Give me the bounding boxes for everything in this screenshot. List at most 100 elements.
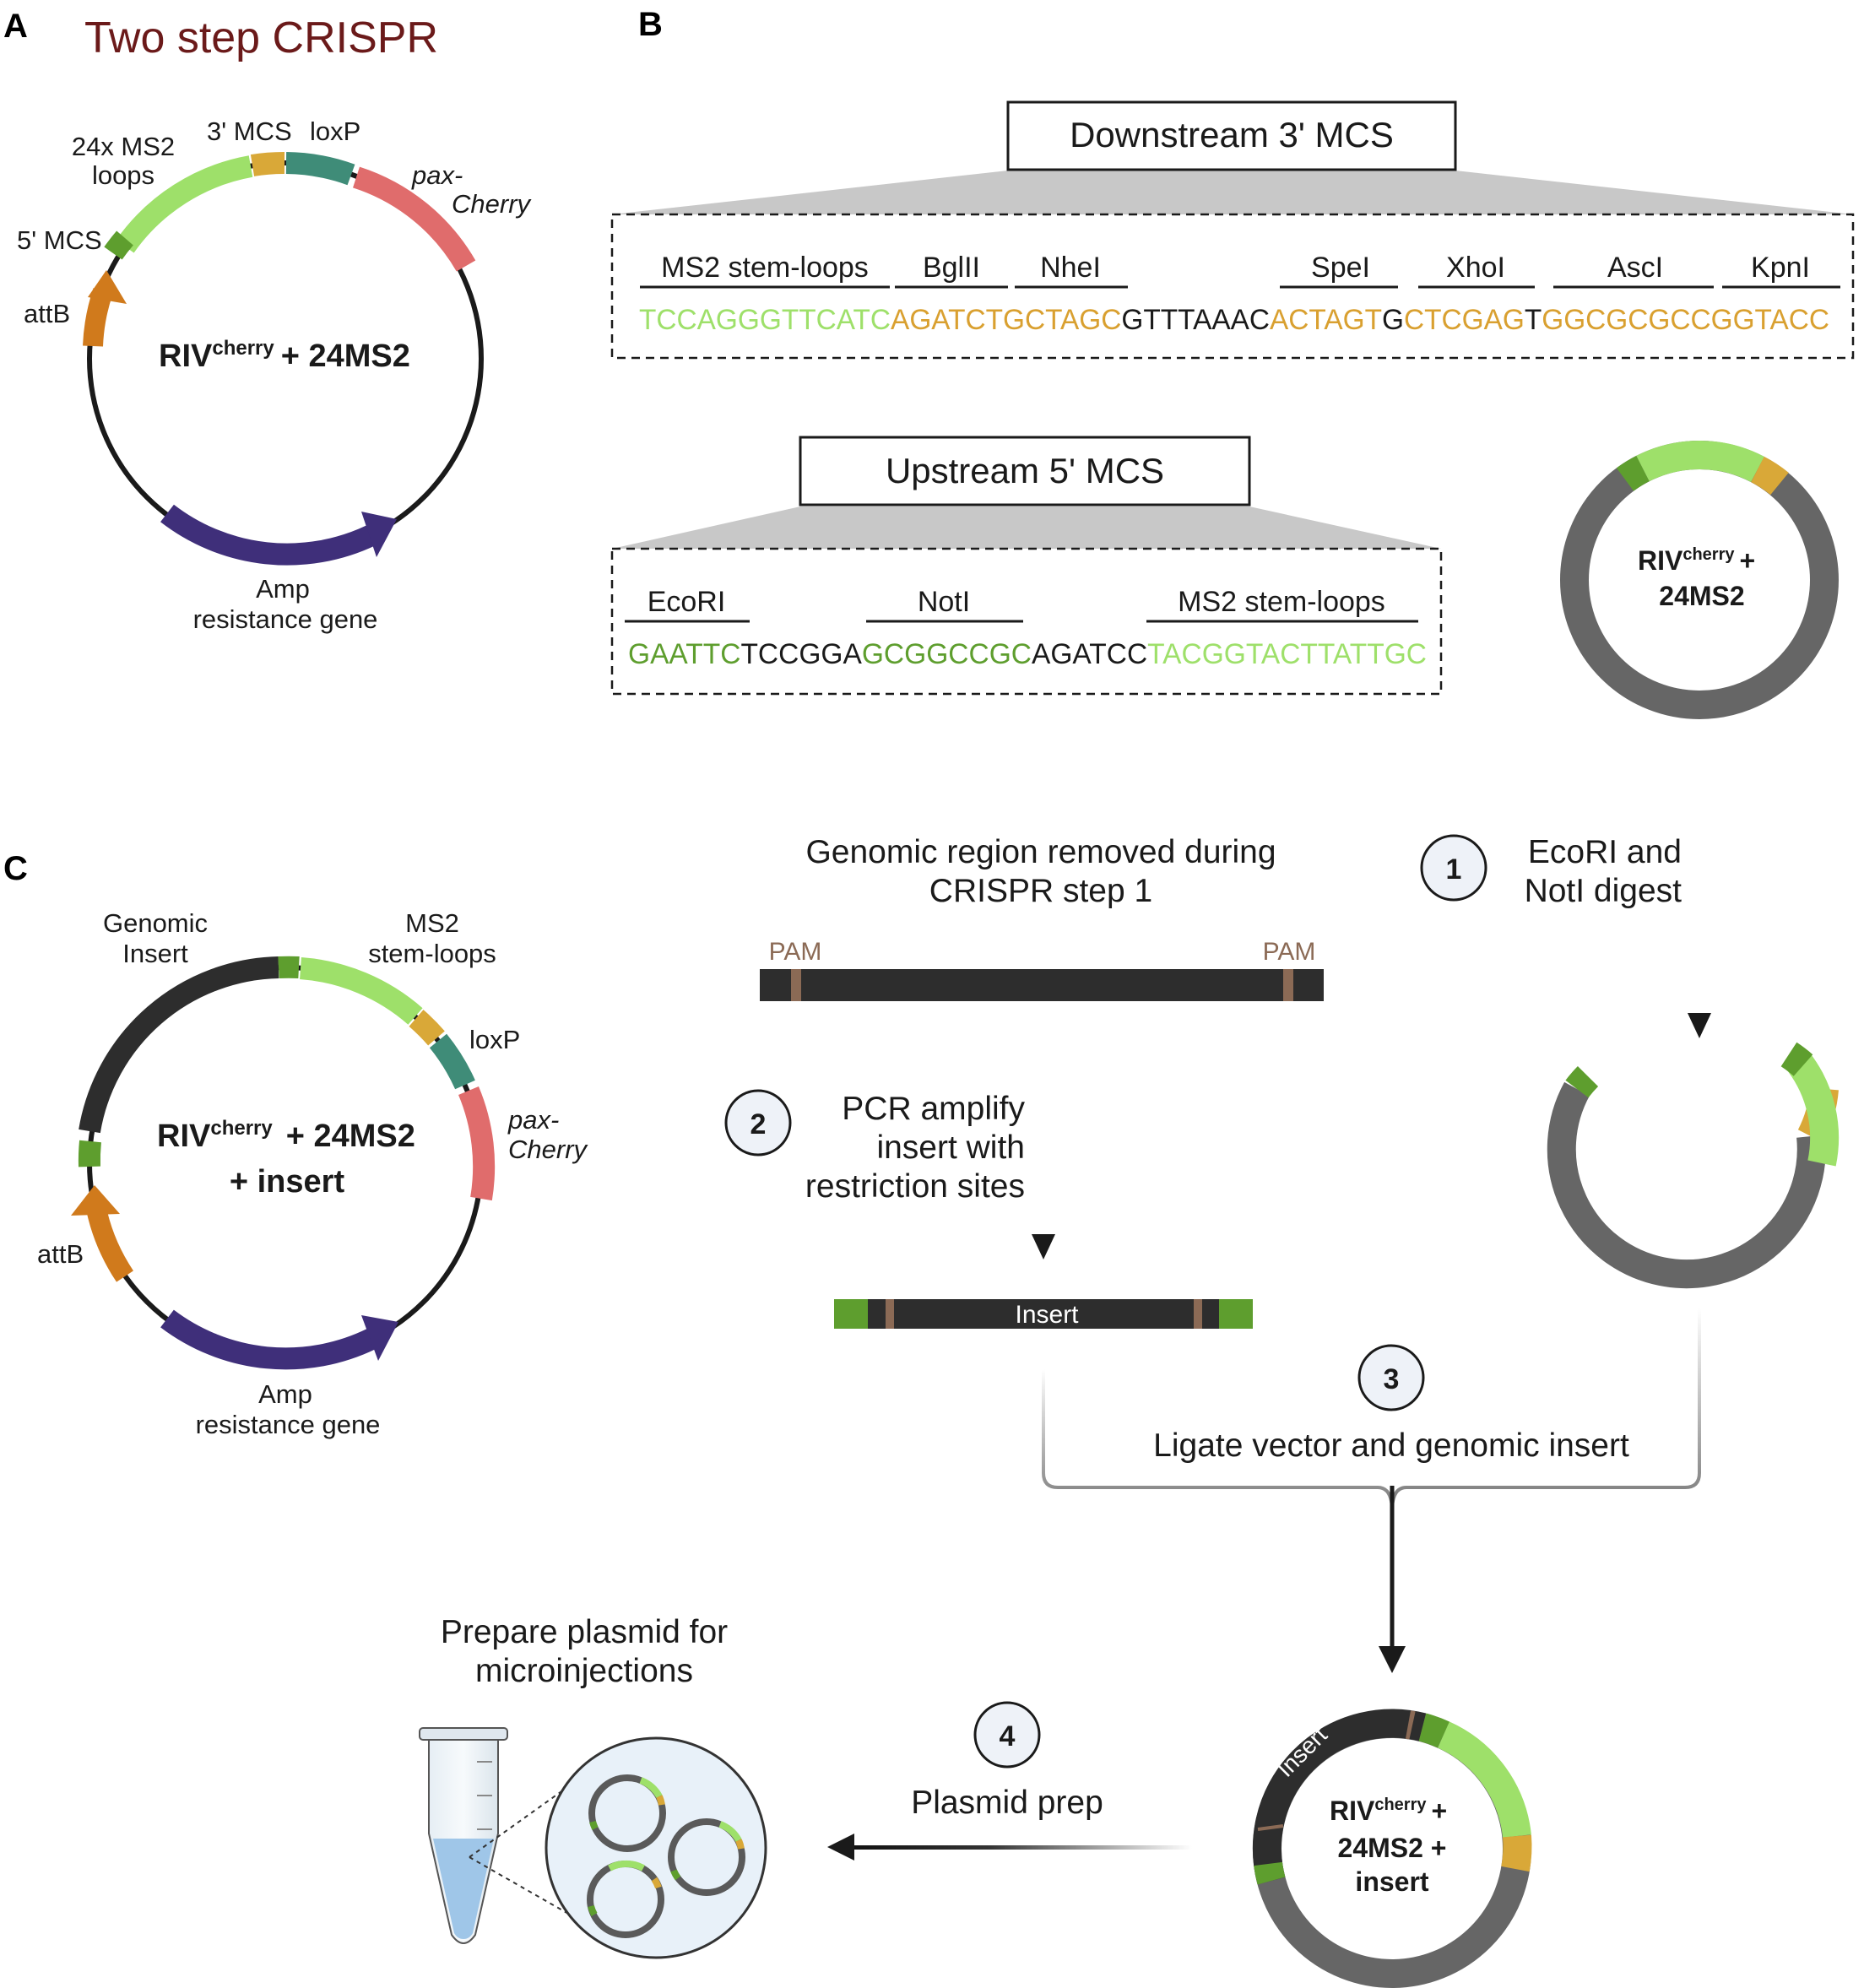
zoom-circle-background xyxy=(545,1736,767,1959)
plasmid-c-amp-label-1: Amp xyxy=(258,1379,312,1409)
final-ring-ms2 xyxy=(1437,1721,1531,1839)
figure-title: Two step CRISPR xyxy=(84,14,438,62)
plasmid-c-cherry-label: Cherry xyxy=(508,1135,589,1164)
insert-bar-body xyxy=(834,1299,1253,1329)
final-ring-name-3: insert xyxy=(1355,1866,1428,1897)
plasmid-c-loxp-label: loxP xyxy=(469,1025,520,1054)
plasmid-a-5mcs xyxy=(104,230,133,260)
mini-plasmid-3 xyxy=(587,1860,664,1938)
plasmid-a-ms2-loops xyxy=(116,155,253,253)
panel-c-label: C xyxy=(3,850,28,887)
plasmid-c-attb-label: attB xyxy=(37,1239,84,1269)
tube-cap xyxy=(419,1727,508,1741)
step4-label: Plasmid prep xyxy=(911,1785,1103,1821)
step4-number: 4 xyxy=(1000,1720,1016,1752)
plasmid-c-name-1: RIVcherry + 24MS2 xyxy=(157,1117,415,1154)
prep-label-1: Prepare plasmid for xyxy=(441,1614,728,1650)
plasmid-a-name: RIVcherry + 24MS2 xyxy=(159,337,410,374)
ring-b-backbone xyxy=(1560,441,1839,719)
upstream-seq-segment: AGATCC xyxy=(1032,638,1147,670)
mini-plasmid-1-ms2 xyxy=(639,1777,663,1799)
plasmid-c-loxp xyxy=(429,1033,475,1090)
plasmid-a-amp-label-2: resistance gene xyxy=(193,604,378,634)
mini-plasmid-2-site xyxy=(670,1869,681,1881)
ring-b-ms2 xyxy=(1636,440,1764,483)
step3-arrowhead xyxy=(1379,1646,1406,1673)
plasmid-a-pax-label: pax- xyxy=(411,160,463,190)
step4-arrow-shaft xyxy=(854,1845,1192,1850)
step4-arrowhead xyxy=(827,1834,854,1861)
genomic-region: Genomic region removed during CRISPR ste… xyxy=(760,834,1324,1001)
plasmid-c-amp-arrowhead xyxy=(361,1315,398,1361)
zoom-circle xyxy=(545,1736,767,1959)
digested-ring-cut-end-right xyxy=(1780,1042,1813,1076)
plasmid-c-genomic-insert xyxy=(79,956,279,1134)
insert-bar-pam-left xyxy=(886,1299,894,1329)
upstream-sequence: GAATTCTCCGGAGCGGCCGCAGATCCTACGGTACTTATTG… xyxy=(628,638,1427,670)
plasmid-a-attb-arrowhead xyxy=(88,270,127,304)
downstream-site-xhoi: XhoI xyxy=(1446,252,1505,284)
downstream-seq-segment: G xyxy=(1382,304,1404,336)
plasmid-c-pax-label: pax- xyxy=(507,1105,559,1135)
mini-plasmid-2-ms2 xyxy=(718,1821,742,1843)
step3-label: Ligate vector and genomic insert xyxy=(1153,1427,1629,1464)
pam-label-right: PAM xyxy=(1263,938,1316,966)
step4-badge xyxy=(973,1701,1041,1769)
step1-label-1: EcoRI and xyxy=(1528,834,1682,870)
downstream-seq-segment: AGATCTGCTAGC xyxy=(891,304,1121,336)
downstream-site-bglii: BglII xyxy=(923,252,980,284)
insert-bar-left-site xyxy=(834,1299,868,1329)
upstream-title-box xyxy=(799,436,1251,506)
plasmid-c-amp-label-2: resistance gene xyxy=(196,1410,381,1439)
downstream-seq-segment: ACTAGT xyxy=(1270,304,1382,336)
plasmid-c-ms2 xyxy=(299,957,423,1025)
plasmid-c-name-2: + insert xyxy=(230,1164,345,1200)
plasmid-c-3mcs xyxy=(409,1010,445,1046)
downstream-site-asci: AscI xyxy=(1607,252,1663,284)
downstream-seq-segment: TCCAGGGTTCATC xyxy=(639,304,891,336)
final-ring-pam-2 xyxy=(1257,1824,1284,1831)
pam-label-left: PAM xyxy=(769,938,822,966)
microtube xyxy=(419,1727,508,1945)
downstream-seq-segment: T xyxy=(1525,304,1542,336)
plasmid-c-genomic-label-1: Genomic xyxy=(103,908,208,938)
digested-ring-ms2 xyxy=(1786,1052,1840,1167)
digested-ring-backbone xyxy=(1547,1081,1826,1289)
plasmid-a-3mcs xyxy=(250,151,285,176)
final-ring: Insert RIVcherry + 24MS2 + insert xyxy=(1252,1709,1532,1988)
prep-label-2: microinjections xyxy=(475,1653,693,1689)
plasmid-a-ms2-label-2: loops xyxy=(92,160,154,190)
downstream-sequence: TCCAGGGTTCATCAGATCTGCTAGCGTTTAAACACTAGTG… xyxy=(639,304,1829,336)
plasmid-a-5mcs-label: 5' MCS xyxy=(17,225,102,255)
mini-plasmid-3-mcs xyxy=(651,1877,662,1889)
plasmid-a-3mcs-label: 3' MCS xyxy=(207,116,292,146)
upstream-seq-segment: GAATTC xyxy=(628,638,740,670)
step3-badge xyxy=(1357,1344,1425,1411)
ring-b-name-1: RIVcherry + xyxy=(1638,545,1755,576)
downstream-title: Downstream 3' MCS xyxy=(1070,115,1394,154)
upstream-seq-segment: TACGGTACTTATTGC xyxy=(1147,638,1427,670)
upstream-seq-segment: TCCGGA xyxy=(740,638,862,670)
panel-b-label: B xyxy=(638,6,663,43)
upstream-callout-wedge xyxy=(612,506,1441,549)
plasmid-a: RIVcherry + 24MS2 24x MS2 loops 3' MCS lo… xyxy=(17,116,533,634)
digested-ring-cut-end-left xyxy=(1565,1066,1599,1098)
plasmid-a-amp-label-1: Amp xyxy=(256,574,310,604)
step2-label-2: insert with xyxy=(876,1129,1025,1166)
genomic-title-1: Genomic region removed during xyxy=(805,834,1276,870)
step1: 1 EcoRI and NotI digest xyxy=(1420,834,1682,909)
mini-plasmid-1-site xyxy=(589,1820,599,1830)
downstream-site-nhei: NheI xyxy=(1040,252,1101,284)
upstream-title: Upstream 5' MCS xyxy=(886,451,1164,490)
plasmid-c-site-left xyxy=(78,1140,101,1167)
downstream-seq-segment: GGCGCGCCGGTACC xyxy=(1542,304,1829,336)
mini-plasmid-1-mcs xyxy=(656,1795,665,1806)
step1-badge xyxy=(1420,834,1487,902)
downstream-title-box xyxy=(1006,100,1457,171)
insert-bar-pam-right xyxy=(1194,1299,1202,1329)
plasmid-c-attb xyxy=(86,1206,134,1282)
ring-b-3mcs xyxy=(1750,456,1789,496)
step1-number: 1 xyxy=(1446,853,1462,886)
step3-number: 3 xyxy=(1384,1363,1400,1395)
